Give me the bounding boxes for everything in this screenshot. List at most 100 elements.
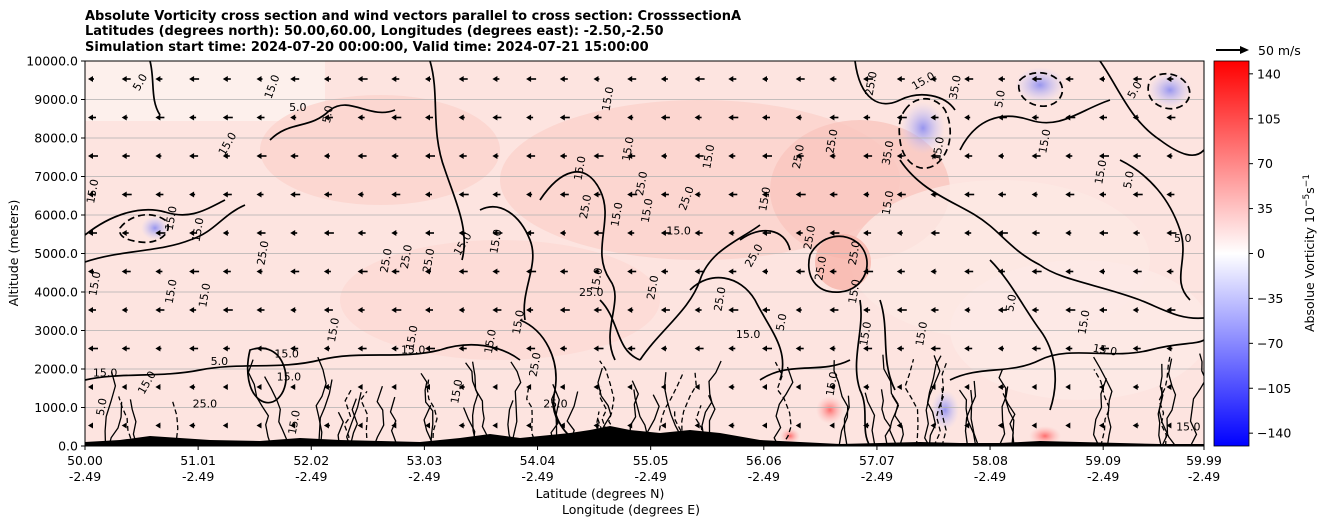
colorbar-label: Absolue Vorticity 10−5s−1 [1302, 174, 1317, 332]
quiver-key-label: 50 m/s [1258, 43, 1301, 58]
contour-label: 15.0 [666, 224, 691, 237]
wind-vector [728, 191, 738, 198]
x-tick-label-lon: -2.49 [408, 469, 440, 484]
wind-vector [189, 114, 197, 121]
low-level-contour [1158, 355, 1171, 446]
wind-vector [964, 345, 973, 352]
contour-label: 5.0 [320, 105, 336, 124]
contour-label: 5.0 [1121, 170, 1137, 189]
wind-vector [290, 384, 296, 390]
wind-vector [694, 384, 700, 390]
wind-vector [458, 345, 467, 352]
y-tick-label: 8000.0 [34, 131, 78, 146]
wind-vector [290, 268, 300, 275]
wind-vector [357, 345, 367, 352]
low-level-contour [360, 391, 369, 446]
wind-vector [1065, 230, 1072, 236]
wind-vector [997, 230, 1008, 236]
wind-vector [155, 422, 161, 429]
low-level-contour [349, 398, 358, 446]
wind-vector [1031, 153, 1041, 159]
terrain [85, 426, 1204, 446]
low-level-contour [1002, 393, 1016, 446]
colorbar-tick-label: 105 [1257, 111, 1281, 126]
wind-vector [256, 191, 264, 198]
wind-vector [1166, 384, 1172, 390]
wind-vector [121, 191, 132, 198]
wind-vector [627, 268, 637, 275]
wind-vector [762, 384, 767, 390]
contour-label: 15.0 [824, 371, 841, 397]
wind-vector [492, 345, 499, 352]
wind-vector [964, 268, 974, 275]
wind-vector [492, 153, 499, 159]
wind-vector [829, 384, 835, 390]
wind-vector [694, 268, 705, 275]
wind-vector [896, 307, 907, 313]
contour-label: 25.0 [420, 247, 437, 273]
wind-vector [829, 153, 836, 159]
wind-vector [762, 422, 767, 429]
contour-label: 5.0 [94, 397, 110, 416]
wind-vector [863, 345, 873, 352]
wind-vector [88, 345, 98, 352]
wind-vector [829, 114, 839, 121]
wind-vector [930, 422, 936, 429]
wind-vector [189, 230, 198, 236]
low-level-contour [510, 361, 522, 446]
contour-label: 15.0 [403, 324, 420, 350]
wind-vector [155, 345, 162, 352]
wind-vector [357, 422, 363, 429]
wind-vector [256, 345, 267, 352]
wind-vector [526, 191, 533, 198]
wind-vector [391, 230, 398, 236]
wind-vector [256, 268, 263, 275]
wind-vector [323, 384, 330, 390]
wind-vector [290, 230, 298, 236]
colorbar-tick-label: −35 [1257, 291, 1283, 306]
wind-vector [762, 76, 768, 82]
wind-vector [762, 307, 770, 313]
wind-vector [425, 191, 432, 198]
wind-vector [492, 384, 498, 390]
wind-vector [121, 153, 130, 159]
x-tick-label-lon: -2.49 [1087, 469, 1119, 484]
wind-vector [1166, 345, 1173, 352]
wind-vector [357, 230, 366, 236]
wind-vector [121, 345, 130, 352]
wind-vector [88, 268, 94, 275]
contour-label: 25.0 [801, 224, 818, 250]
wind-vector [1166, 114, 1176, 121]
wind-vector [526, 307, 534, 313]
wind-vector [593, 76, 600, 82]
wind-vector [1166, 307, 1176, 313]
wind-vector [391, 307, 402, 313]
wind-vector [88, 384, 93, 390]
low-level-contour [1161, 358, 1177, 446]
wind-vector [559, 384, 565, 390]
contour-label: 25.0 [527, 351, 544, 377]
wind-vector [357, 307, 365, 313]
wind-vector [762, 230, 771, 236]
low-level-contour [880, 389, 892, 446]
low-level-contour [420, 372, 434, 446]
wind-vector [997, 153, 1004, 159]
wind-vector [593, 153, 604, 159]
contour-label: 5.0 [1174, 232, 1192, 245]
wind-vector [1132, 307, 1139, 313]
low-level-contour [1157, 387, 1163, 446]
wind-vector [391, 384, 397, 390]
wind-vector [88, 153, 98, 159]
contour-label: 5.0 [1003, 293, 1019, 312]
wind-vector [559, 114, 570, 121]
wind-vector [1132, 191, 1143, 198]
wind-vector [323, 230, 334, 236]
wind-vector [627, 191, 638, 198]
colorbar: 140 105 70 35 0 −35 −70 −105 −140 Absolue Vortic… [1213, 60, 1317, 447]
wind-vector [155, 268, 163, 275]
y-tick-label: 0.0 [58, 439, 78, 454]
x-tick-label-lon: -2.49 [974, 469, 1006, 484]
x-axis-label-longitude: Longitude (degrees E) [562, 502, 700, 517]
wind-vector [189, 307, 197, 313]
